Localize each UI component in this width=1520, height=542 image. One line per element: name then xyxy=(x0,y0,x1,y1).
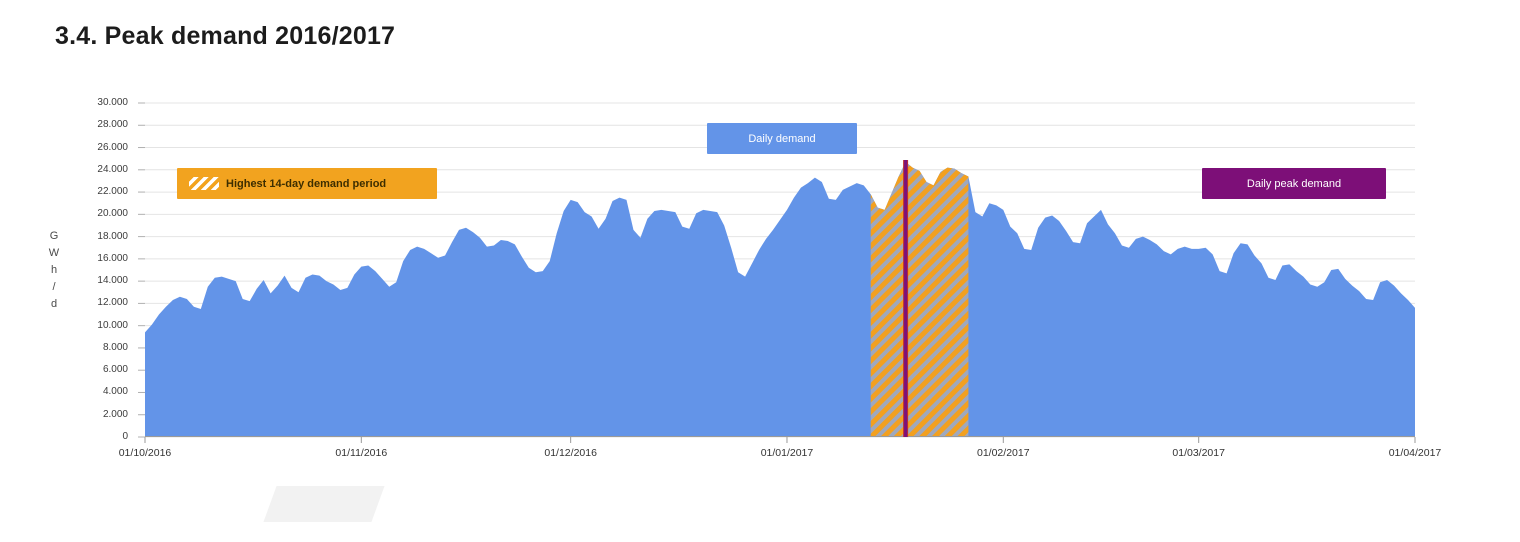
legend-highest-14day-period: Highest 14-day demand period xyxy=(177,168,437,199)
y-tick-label: 14.000 xyxy=(97,275,128,287)
y-tick-label: 22.000 xyxy=(97,186,128,198)
y-tick-label: 6.000 xyxy=(102,364,128,376)
x-tick-label: 01/04/2017 xyxy=(1388,447,1442,459)
y-tick-label: 8.000 xyxy=(102,341,128,353)
y-tick-label: 20.000 xyxy=(97,208,128,220)
x-tick-label: 01/01/2017 xyxy=(760,447,814,459)
y-tick-label: 24.000 xyxy=(97,163,128,175)
legend-daily-peak-label: Daily peak demand xyxy=(1246,177,1342,190)
legend-daily-peak-demand: Daily peak demand xyxy=(1202,168,1386,199)
watermark-shape xyxy=(263,486,385,522)
y-tick-label: 16.000 xyxy=(97,252,128,264)
x-tick-label: 01/11/2016 xyxy=(335,447,388,459)
y-axis-labels: 0 2.000 4.000 6.000 8.000 10.000 12.000 14.000 1… xyxy=(0,97,138,442)
legend-daily-demand: Daily demand xyxy=(707,123,857,154)
y-tick-label: 12.000 xyxy=(97,297,128,309)
y-tick-label: 26.000 xyxy=(97,141,128,153)
x-tick-label: 01/10/2016 xyxy=(118,447,172,459)
y-tick-label: 18.000 xyxy=(97,230,128,242)
highest-14day-band xyxy=(870,162,969,438)
y-tick-label: 28.000 xyxy=(97,119,128,131)
y-tick-label: 0 xyxy=(122,431,128,442)
y-tick-label: 10.000 xyxy=(97,319,128,331)
plot-area xyxy=(138,102,1416,443)
y-tick-label: 30.000 xyxy=(97,97,128,108)
x-tick-label: 01/12/2016 xyxy=(544,447,597,459)
y-tick-label: 4.000 xyxy=(102,386,128,398)
hatch-swatch-icon xyxy=(189,177,219,190)
legend-daily-demand-label: Daily demand xyxy=(748,132,816,145)
y-tick-label: 2.000 xyxy=(102,408,128,420)
x-tick-label: 01/02/2017 xyxy=(977,447,1030,459)
x-axis-labels: 01/10/2016 01/11/2016 01/12/2016 01/01/2017… xyxy=(119,447,1442,467)
x-tick-label: 01/03/2017 xyxy=(1172,447,1225,459)
legend-highest-14day-label: Highest 14-day demand period xyxy=(226,177,387,190)
section-title: 3.4. Peak demand 2016/2017 xyxy=(55,22,396,50)
daily-demand-area xyxy=(145,162,1415,438)
demand-area-svg xyxy=(138,102,1416,443)
